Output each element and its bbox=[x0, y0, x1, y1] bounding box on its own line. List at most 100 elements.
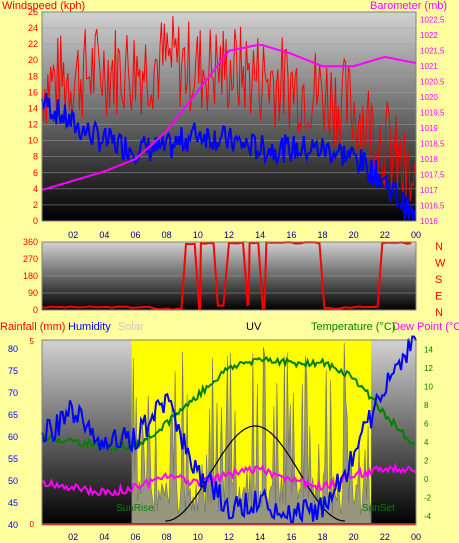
y2-tick-label: 1021 bbox=[420, 62, 438, 71]
temp-x-tick-labels: 02 04 06 08 10 12 14 16 18 20 22 00 bbox=[68, 532, 421, 542]
y-tick-label: 8 bbox=[33, 152, 38, 162]
y-tick-label: 18 bbox=[28, 71, 38, 81]
y2-tick-label: 12 bbox=[424, 364, 433, 373]
wind-x-tick-labels: 02 04 06 08 10 12 14 16 18 20 22 00 bbox=[68, 230, 421, 240]
humidity-series-line bbox=[41, 335, 417, 526]
y-tick-label: 4 bbox=[33, 184, 38, 194]
y-tick-label: 90 bbox=[28, 288, 38, 298]
y-tick-label: 16 bbox=[28, 87, 38, 97]
x-tick-label: 20 bbox=[349, 230, 359, 240]
rain-y-tick-labels: 05 bbox=[30, 337, 35, 529]
y2-tick-label: 1017 bbox=[420, 186, 438, 195]
compass-label: N bbox=[435, 241, 443, 253]
rain-tick-label: 5 bbox=[30, 337, 35, 346]
x-tick-label: 08 bbox=[162, 532, 172, 542]
y-tick-label: 65 bbox=[8, 410, 18, 420]
y2-tick-label: 1016 bbox=[420, 217, 438, 226]
x-tick-label: 04 bbox=[99, 532, 109, 542]
x-tick-label: 14 bbox=[255, 230, 265, 240]
rainfall-header: Rainfall (mm) bbox=[0, 321, 65, 333]
temp-plot-frame bbox=[41, 339, 417, 526]
x-tick-label: 16 bbox=[286, 230, 296, 240]
x-tick-label: 10 bbox=[193, 532, 203, 542]
y2-tick-label: 8 bbox=[424, 401, 429, 410]
y-tick-label: 40 bbox=[8, 520, 18, 530]
y2-tick-label: 1018 bbox=[420, 155, 438, 164]
x-tick-label: 18 bbox=[317, 230, 327, 240]
y2-tick-label: 1021,5 bbox=[420, 47, 445, 56]
x-tick-label: 02 bbox=[68, 230, 78, 240]
y2-tick-label: 1022,5 bbox=[420, 16, 445, 25]
x-tick-label: 12 bbox=[224, 532, 234, 542]
compass-label: W bbox=[435, 258, 446, 270]
y-tick-label: 360 bbox=[23, 237, 38, 247]
y2-tick-label: 1019,5 bbox=[420, 109, 445, 118]
temp-humidity-panel: SunRise SunSet Rainfall (mm) Humidity So… bbox=[0, 321, 459, 542]
y-tick-label: 20 bbox=[28, 55, 38, 65]
avg-wind-series-line bbox=[41, 92, 417, 222]
x-tick-label: 12 bbox=[224, 230, 234, 240]
y-tick-label: 60 bbox=[8, 432, 18, 442]
x-tick-label: 18 bbox=[317, 532, 327, 542]
y-tick-label: 22 bbox=[28, 39, 38, 49]
wind-baro-panel: Windspeed (kph) Barometer (mb) 024681012… bbox=[2, 0, 447, 240]
baro-y-tick-labels: 1016 1016,5 1017 1017,5 1018 1018,5 1019 1019,5… bbox=[420, 16, 445, 226]
x-tick-label: 14 bbox=[255, 532, 265, 542]
y2-tick-label: -4 bbox=[424, 512, 432, 521]
windspeed-title: Windspeed (kph) bbox=[2, 0, 85, 12]
dewpoint-header: Dew Point (°C) bbox=[392, 321, 459, 333]
x-tick-label: 06 bbox=[130, 532, 140, 542]
direction-y-tick-labels: 0 90 180 270 360 bbox=[23, 237, 38, 315]
y-tick-label: 2 bbox=[33, 200, 38, 210]
compass-label: E bbox=[435, 291, 442, 303]
y-tick-label: 6 bbox=[33, 168, 38, 178]
sunset-label: SunSet bbox=[362, 503, 395, 514]
y-tick-label: 270 bbox=[23, 254, 38, 264]
barometer-series-line bbox=[41, 43, 417, 191]
x-tick-label: 08 bbox=[162, 230, 172, 240]
y-tick-label: 24 bbox=[28, 23, 38, 33]
x-tick-label: 00 bbox=[411, 532, 421, 542]
humidity-header: Humidity bbox=[68, 321, 111, 333]
y-tick-label: 26 bbox=[28, 7, 38, 17]
temperature-header: Temperature (°C) bbox=[311, 321, 395, 333]
y-tick-label: 0 bbox=[33, 305, 38, 315]
y2-tick-label: 1020,5 bbox=[420, 78, 445, 87]
y2-tick-label: 1020 bbox=[420, 93, 438, 102]
direction-grid bbox=[42, 258, 416, 294]
y2-tick-label: 2 bbox=[424, 456, 429, 465]
y-tick-label: 75 bbox=[8, 366, 18, 376]
y-tick-label: 10 bbox=[28, 136, 38, 146]
uv-series-line bbox=[165, 425, 345, 522]
y-tick-label: 180 bbox=[23, 271, 38, 281]
barometer-title: Barometer (mb) bbox=[370, 0, 447, 12]
solar-header: Solar bbox=[118, 321, 144, 333]
direction-plot-frame bbox=[41, 241, 417, 311]
temp-y-tick-labels: -4 -2 0 2 4 6 8 10 12 14 bbox=[424, 345, 433, 521]
y-tick-label: 80 bbox=[8, 344, 18, 354]
y-tick-label: 55 bbox=[8, 454, 18, 464]
y-tick-label: 70 bbox=[8, 388, 18, 398]
x-tick-label: 04 bbox=[99, 230, 109, 240]
x-tick-label: 22 bbox=[380, 230, 390, 240]
y-tick-label: 0 bbox=[33, 216, 38, 226]
y2-tick-label: 1019 bbox=[420, 124, 438, 133]
x-tick-label: 02 bbox=[68, 532, 78, 542]
y2-tick-label: 0 bbox=[424, 475, 429, 484]
y2-tick-label: 1016,5 bbox=[420, 202, 445, 211]
humidity-y-tick-labels: 40 45 50 55 60 65 70 75 80 bbox=[8, 344, 18, 530]
y-tick-label: 14 bbox=[28, 103, 38, 113]
x-tick-label: 10 bbox=[193, 230, 203, 240]
uv-header: UV bbox=[246, 321, 262, 333]
y2-tick-label: 14 bbox=[424, 345, 433, 354]
sunrise-label: SunRise bbox=[116, 503, 154, 514]
x-tick-label: 00 bbox=[411, 230, 421, 240]
y2-tick-label: 1017,5 bbox=[420, 171, 445, 180]
x-tick-label: 16 bbox=[286, 532, 296, 542]
y-tick-label: 12 bbox=[28, 120, 38, 130]
dewpoint-series-line bbox=[41, 462, 417, 497]
